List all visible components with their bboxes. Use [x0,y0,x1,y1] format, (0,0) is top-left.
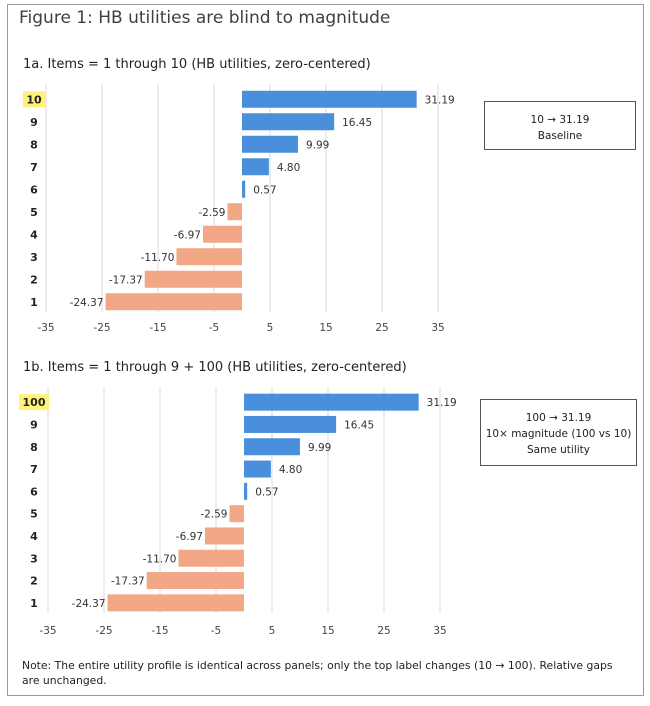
bar [244,393,419,411]
tick-label: -5 [209,322,219,334]
bar [146,572,244,590]
data-label: 4.80 [279,464,302,476]
figure-title: Figure 1: HB utilities are blind to magn… [19,8,391,28]
bar [105,293,242,311]
panel-1a-callout: 10 → 31.19 Baseline [484,101,636,150]
data-label: 16.45 [344,419,374,431]
bar [242,180,246,198]
category-label: 100 [23,396,46,409]
callout-line: Baseline [537,130,583,142]
figure-note: Note: The entire utility profile is iden… [22,659,613,687]
data-label: -6.97 [176,531,203,543]
bar [244,460,271,478]
panel-1a-title: 1a. Items = 1 through 10 (HB utilities, … [23,57,371,72]
bar [244,415,337,433]
category-label: 2 [30,273,38,286]
tick-label: 15 [321,625,334,637]
tick-label: 5 [267,322,274,334]
data-label: 31.19 [427,397,457,409]
callout-line: Same utility [527,444,590,456]
bar [202,225,242,243]
category-label: 9 [30,116,38,129]
panel-1b-title: 1b. Items = 1 through 9 + 100 (HB utilit… [23,360,407,375]
category-label: 6 [30,183,38,196]
tick-label: 25 [375,322,388,334]
data-label: 16.45 [342,117,372,129]
category-label: 2 [30,575,38,588]
data-label: -11.70 [143,553,177,565]
data-label: -2.59 [198,207,225,219]
category-label: 9 [30,418,38,431]
tick-label: 25 [377,625,390,637]
tick-label: -35 [39,625,56,637]
tick-label: -35 [37,322,54,334]
category-label: 6 [30,485,38,498]
category-label: 10 [26,93,42,106]
bar [242,90,417,108]
category-label: 1 [30,597,38,610]
data-label: -24.37 [72,598,106,610]
callout-line: 10 → 31.19 [530,114,590,126]
category-label: 7 [30,161,38,174]
figure-frame [7,4,644,696]
data-label: 0.57 [255,486,278,498]
data-label: -11.70 [141,252,175,264]
category-label: 8 [30,138,38,151]
panel-1a-chart: 10 31.19 9 16.45 8 9.99 7 4.80 6 0.57 5 -2.59 4 -6.97… [23,84,455,334]
data-label: -6.97 [174,229,201,241]
highlight-box [19,394,49,411]
panel-1b-callout: 100 → 31.19 10× magnitude (100 vs 10) Sa… [480,399,637,466]
bar [242,158,269,176]
category-label: 4 [30,530,38,543]
tick-label: -15 [151,625,168,637]
bar [242,135,298,153]
callout-line: 10× magnitude (100 vs 10) [485,428,632,440]
data-label: 4.80 [277,162,300,174]
data-label: -24.37 [70,297,104,309]
highlight-box [23,91,45,108]
data-label: 9.99 [306,139,329,151]
category-label: 5 [30,206,38,219]
tick-label: 35 [431,322,444,334]
data-label: 9.99 [308,442,331,454]
bar [244,482,248,500]
bar [242,113,335,131]
category-label: 5 [30,508,38,521]
bar [244,438,300,456]
data-label: 0.57 [253,184,276,196]
bar [227,203,242,221]
category-label: 8 [30,441,38,454]
callout-line: 100 → 31.19 [525,412,592,424]
data-label: -17.37 [111,576,145,588]
data-label: -17.37 [109,274,143,286]
category-label: 3 [30,552,38,565]
tick-label: 5 [269,625,276,637]
tick-label: -25 [95,625,112,637]
data-label: 31.19 [425,94,455,106]
bar [178,549,244,567]
bar [204,527,244,545]
tick-label: 35 [433,625,446,637]
category-label: 1 [30,296,38,309]
tick-label: -5 [211,625,221,637]
tick-label: -25 [93,322,110,334]
tick-label: -15 [149,322,166,334]
category-label: 7 [30,463,38,476]
panel-1b-chart: 100 31.19 9 16.45 8 9.99 7 4.80 6 0.57 5 -2.59 4 -6.9… [19,387,457,637]
data-label: -2.59 [200,509,227,521]
bar [176,248,242,266]
bar [144,270,242,288]
bar [107,594,244,612]
bar [229,505,244,523]
tick-label: 15 [319,322,332,334]
category-label: 4 [30,228,38,241]
category-label: 3 [30,251,38,264]
